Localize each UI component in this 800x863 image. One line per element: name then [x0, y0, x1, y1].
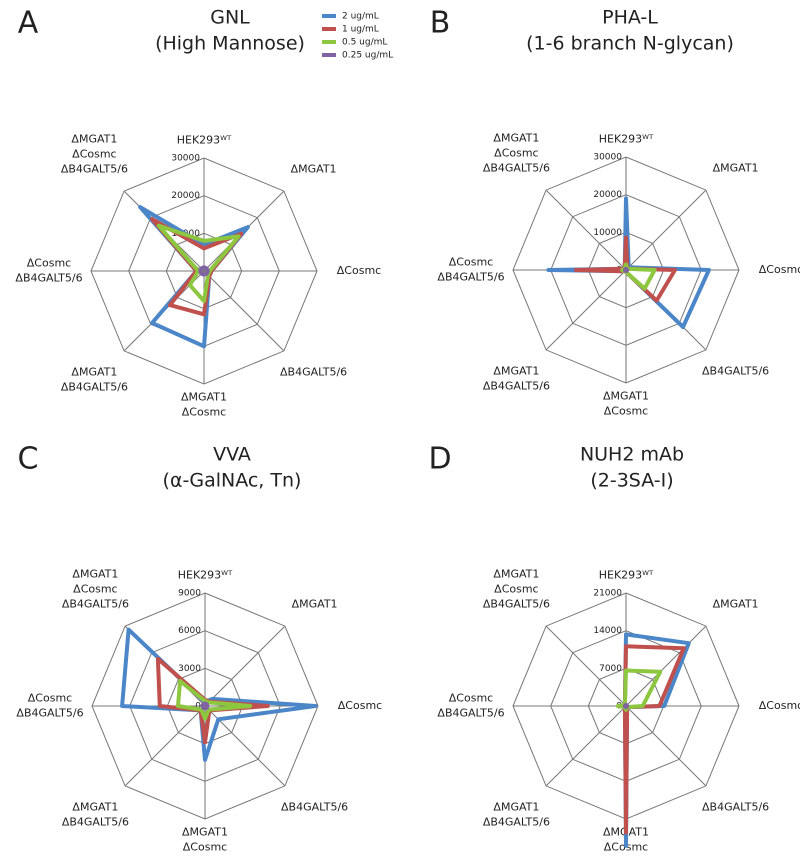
panel-letter: B: [430, 6, 451, 41]
chart-title: (α-GalNAc, Tn): [163, 470, 302, 492]
category-label: ΔMGAT1: [713, 597, 759, 610]
spoke: [625, 625, 707, 707]
category-label: ΔCosmc: [449, 692, 493, 705]
category-label: ΔB4GALT5/6: [61, 381, 128, 394]
legend-label: 1 ug/mL: [342, 25, 379, 35]
category-label: ΔB4GALT5/6: [62, 597, 129, 610]
category-label: ΔCosmc: [759, 699, 800, 712]
spoke: [203, 270, 285, 352]
spoke: [545, 269, 627, 351]
spoke: [625, 189, 707, 271]
r-tick-label: 20000: [171, 191, 200, 201]
series-line: [622, 702, 630, 710]
category-label: ΔB4GALT5/6: [15, 272, 82, 285]
r-tick-label: 6000: [178, 626, 201, 636]
category-label: ΔCosmc: [183, 841, 227, 854]
category-label: ΔCosmc: [182, 406, 226, 419]
category-label: ΔMGAT1: [72, 567, 118, 580]
category-label: ΔCosmc: [449, 256, 493, 269]
category-label: ΔB4GALT5/6: [61, 162, 128, 175]
spoke: [545, 705, 627, 787]
legend-label: 0.25 ug/mL: [342, 51, 393, 61]
category-label: ΔB4GALT5/6: [16, 707, 83, 720]
category-label: ΔMGAT1: [292, 597, 338, 610]
category-label: ΔMGAT1: [493, 567, 539, 580]
r-tick-label: 30000: [171, 154, 200, 164]
category-label: HEK293ᵂᵀ: [599, 569, 654, 582]
r-tick-label: 20000: [593, 190, 622, 200]
category-label: ΔCosmc: [27, 257, 71, 270]
category-label: ΔMGAT1: [71, 132, 117, 145]
r-tick-label: 7000: [599, 664, 622, 674]
category-label: ΔB4GALT5/6: [437, 707, 504, 720]
category-label: ΔB4GALT5/6: [281, 801, 348, 814]
category-label: ΔCosmc: [759, 263, 800, 276]
r-tick-label: 10000: [593, 228, 622, 238]
category-label: ΔMGAT1: [71, 366, 117, 379]
panel-letter: D: [428, 442, 451, 477]
category-label: HEK293ᵂᵀ: [178, 569, 233, 582]
category-label: ΔB4GALT5/6: [702, 365, 769, 378]
panel-letter: C: [18, 442, 39, 477]
category-label: ΔB4GALT5/6: [483, 380, 550, 393]
series-line: [200, 701, 210, 711]
category-label: ΔB4GALT5/6: [483, 597, 550, 610]
category-label: ΔB4GALT5/6: [483, 816, 550, 829]
r-tick-label: 21000: [593, 589, 622, 599]
category-label: ΔCosmc: [73, 582, 117, 595]
category-label: ΔCosmc: [494, 146, 538, 159]
series-line: [156, 223, 241, 304]
chart-title: (1-6 branch N-glycan): [526, 33, 734, 55]
chart-title: NUH2 mAb: [580, 444, 684, 466]
panel-letter: A: [18, 6, 39, 41]
category-label: HEK293ᵂᵀ: [177, 134, 232, 147]
spoke: [124, 705, 206, 787]
category-label: ΔMGAT1: [603, 390, 649, 403]
category-label: ΔB4GALT5/6: [280, 366, 347, 379]
legend-label: 0.5 ug/mL: [342, 38, 387, 48]
category-label: ΔCosmc: [604, 405, 648, 418]
category-label: ΔCosmc: [338, 699, 382, 712]
category-label: ΔMGAT1: [493, 131, 539, 144]
category-label: ΔMGAT1: [182, 826, 228, 839]
r-tick-label: 14000: [593, 626, 622, 636]
spoke: [204, 625, 286, 707]
spoke: [545, 189, 627, 271]
spoke: [625, 705, 707, 787]
chart-title: (2-3SA-I): [590, 470, 673, 492]
category-label: ΔB4GALT5/6: [62, 816, 129, 829]
category-label: ΔB4GALT5/6: [702, 801, 769, 814]
chart-title: GNL: [210, 7, 250, 29]
r-tick-label: 3000: [178, 664, 201, 674]
category-label: ΔB4GALT5/6: [483, 161, 550, 174]
r-tick-label: 30000: [593, 153, 622, 163]
category-label: ΔMGAT1: [493, 801, 539, 814]
category-label: HEK293ᵂᵀ: [599, 133, 654, 146]
chart-title: VVA: [213, 444, 251, 466]
category-label: ΔMGAT1: [713, 161, 759, 174]
series-line: [615, 668, 663, 712]
category-label: ΔCosmc: [337, 264, 381, 277]
category-label: ΔMGAT1: [493, 365, 539, 378]
category-label: ΔMGAT1: [181, 391, 227, 404]
r-tick-label: 9000: [178, 589, 201, 599]
legend-label: 2 ug/mL: [342, 12, 379, 22]
chart-title: (High Mannose): [155, 33, 305, 55]
category-label: ΔMGAT1: [72, 801, 118, 814]
category-label: ΔCosmc: [72, 147, 116, 160]
category-label: ΔCosmc: [494, 582, 538, 595]
series-line: [622, 644, 686, 835]
series-line: [120, 627, 318, 762]
chart-title: PHA-L: [602, 7, 658, 29]
series-line: [622, 266, 630, 274]
series-line: [176, 679, 253, 721]
spoke: [545, 625, 627, 707]
series-line: [198, 265, 210, 277]
category-label: ΔCosmc: [28, 692, 72, 705]
r-tick-label: 0: [195, 702, 201, 712]
category-label: ΔB4GALT5/6: [437, 271, 504, 284]
category-label: ΔMGAT1: [291, 162, 337, 175]
